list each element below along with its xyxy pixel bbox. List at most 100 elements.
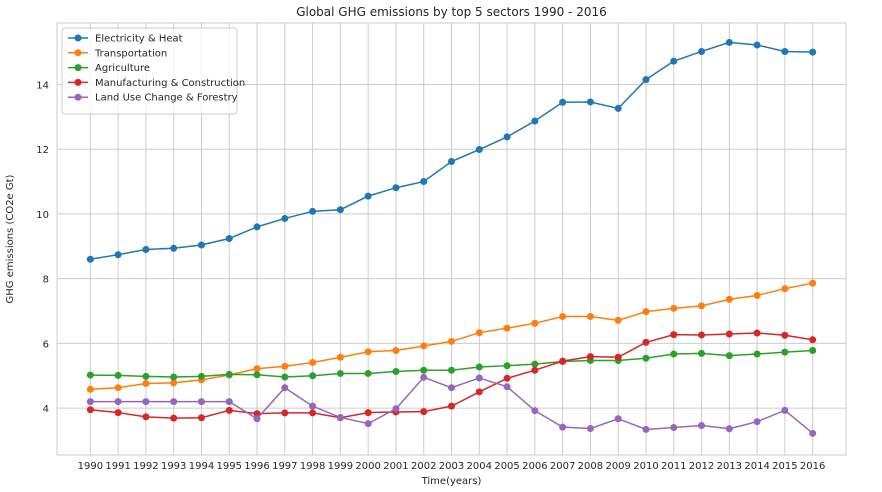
legend-item: Land Use Change & Forestry [68,93,238,104]
legend-item: Electricity & Heat [68,34,183,45]
data-point [448,384,455,392]
data-point [559,423,567,431]
legend-item: Agriculture [68,63,150,74]
legend-label: Electricity & Heat [95,34,183,45]
x-tick-label: 2006 [522,461,547,472]
data-point [197,414,205,422]
data-point [753,350,761,358]
data-point [364,348,372,356]
x-tick-label: 2014 [744,461,769,472]
data-point [225,370,233,378]
data-point [725,330,733,338]
data-point [809,279,817,287]
x-tick-label: 1999 [328,461,353,472]
data-point [197,398,205,406]
data-point [309,207,317,215]
data-point [448,157,455,165]
legend-marker [74,49,82,57]
legend-label: Transportation [94,48,167,59]
data-point [336,369,344,377]
data-point [253,365,261,373]
data-point [781,285,789,293]
data-point [253,223,261,231]
data-point [114,398,122,406]
data-point [503,133,511,141]
data-point [336,206,344,214]
data-point [392,368,400,376]
series-0 [86,38,817,263]
data-point [614,104,622,112]
legend-item: Transportation [68,48,167,59]
data-point [364,420,372,428]
data-point [336,353,344,361]
x-tick-label: 2015 [772,461,797,472]
data-point [281,362,289,370]
x-tick-label: 2012 [689,461,714,472]
data-point [225,406,233,414]
data-point [809,48,817,56]
data-point [809,429,817,437]
data-point [725,295,733,303]
data-point [781,331,789,339]
x-tick-label: 2009 [605,461,630,472]
data-point [642,76,650,84]
data-point [670,304,678,312]
data-point [503,362,511,370]
data-point [364,409,372,417]
data-point [725,38,733,46]
data-point [753,418,761,426]
data-point [614,353,622,361]
data-point [420,178,428,186]
y-axis-label: GHG emissions (CO2e Gt) [5,174,16,303]
data-point [503,383,511,391]
legend-label: Agriculture [95,63,150,74]
data-point [281,409,289,417]
data-point [114,251,122,259]
x-tick-label: 1991 [105,461,130,472]
data-point [642,308,650,316]
data-point [142,246,150,254]
data-point [420,408,428,416]
legend-marker [74,34,82,42]
y-tick-label: 12 [36,145,49,156]
data-point [86,255,94,263]
data-point [336,413,344,421]
legend-item: Manufacturing & Construction [68,78,245,89]
data-point [670,331,678,339]
data-point [670,57,678,65]
data-point [142,372,150,380]
legend-marker [74,78,82,86]
x-tick-label: 2008 [578,461,603,472]
data-point [364,369,372,377]
y-axis-ticks: 4 6 8 10 12 14 [36,80,49,415]
data-point [586,98,594,106]
data-point [614,316,622,324]
data-point [253,371,261,379]
y-tick-label: 4 [43,404,49,415]
data-point [309,402,317,410]
y-tick-label: 6 [43,339,49,350]
data-point [586,353,594,361]
data-point [475,374,483,382]
data-point [170,414,178,422]
y-tick-label: 14 [36,80,49,91]
data-point [448,402,455,410]
data-point [142,379,150,387]
data-point [420,373,428,381]
series-2 [86,346,817,381]
data-point [559,313,567,321]
data-point [197,372,205,380]
series-1 [86,279,817,393]
data-point [531,360,539,368]
data-point [698,47,706,55]
data-point [614,415,622,423]
data-point [281,384,289,392]
data-point [309,358,317,366]
data-point [531,319,539,327]
x-tick-label: 1990 [78,461,103,472]
x-tick-label: 1993 [161,461,186,472]
data-point [170,244,178,252]
data-point [725,352,733,360]
data-point [503,374,511,382]
data-point [170,373,178,381]
